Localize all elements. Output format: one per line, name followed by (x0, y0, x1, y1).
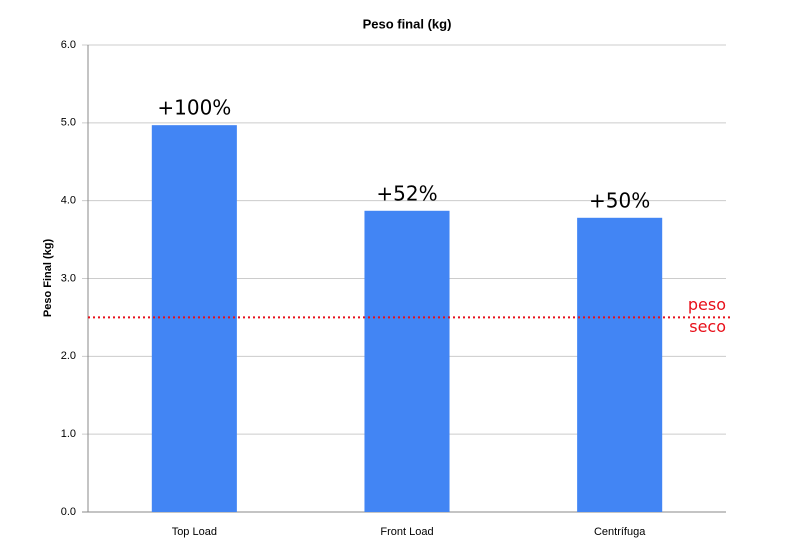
bar-annotation: +52% (376, 181, 437, 205)
x-tick-label: Top Load (172, 526, 217, 538)
y-tick-label: 6.0 (61, 39, 76, 51)
bar-annotation: +50% (589, 188, 650, 212)
y-tick-label: 3.0 (61, 272, 76, 284)
reference-label: peso (688, 295, 726, 314)
bar (151, 125, 237, 512)
y-tick-label: 0.0 (61, 506, 76, 518)
y-axis-title: Peso Final (kg) (42, 239, 54, 318)
x-tick-label: Front Load (380, 526, 433, 538)
reference-label: seco (689, 317, 726, 336)
y-tick-label: 1.0 (61, 428, 76, 440)
y-tick-label: 2.0 (61, 350, 76, 362)
x-tick-label: Centrífuga (594, 526, 646, 538)
bar (364, 210, 450, 512)
y-tick-label: 5.0 (61, 117, 76, 129)
chart-title: Peso final (kg) (363, 16, 452, 31)
bar-annotation: +100% (157, 96, 231, 120)
bar (577, 217, 663, 513)
y-tick-label: 4.0 (61, 195, 76, 207)
